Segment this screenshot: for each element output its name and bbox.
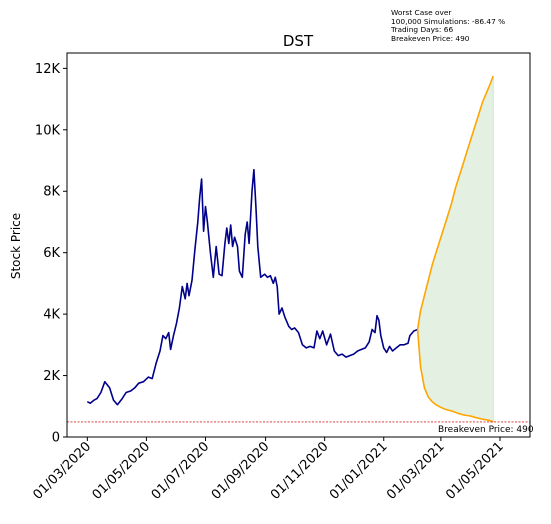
breakeven-label: Breakeven Price: 490 <box>438 425 534 435</box>
simulation-annotation: Worst Case over 100,000 Simulations: -86… <box>391 8 506 43</box>
x-tick-label: 01/05/2020 <box>90 439 154 503</box>
y-tick-label: 12K <box>35 62 61 77</box>
y-tick-label: 6K <box>43 246 60 261</box>
annotation-line-3: Trading Days: 66 <box>391 25 454 35</box>
worst-case-line <box>416 329 494 423</box>
y-axis-label: Stock Price <box>9 213 23 279</box>
projection-fill-layer <box>417 75 494 423</box>
chart-title: DST <box>283 32 314 50</box>
y-tick-label: 0 <box>52 431 60 446</box>
historical-line <box>86 168 418 406</box>
y-tick-label: 2K <box>43 369 60 384</box>
series-line-layer <box>86 75 494 423</box>
annotation-line-2: 100,000 Simulations: -86.47 % <box>391 16 506 26</box>
annotation-line-4: Breakeven Price: 490 <box>391 33 470 43</box>
projection-range-fill <box>417 75 494 423</box>
best-case-line <box>416 75 494 330</box>
y-tick-label: 8K <box>43 185 60 200</box>
x-tick-label: 01/01/2021 <box>327 439 391 503</box>
y-axis: 0 2K 4K 6K 8K 10K 12K <box>35 62 67 446</box>
plot-frame <box>66 52 531 438</box>
annotation-line-1: Worst Case over <box>391 8 452 17</box>
x-tick-label: 01/07/2020 <box>149 439 213 503</box>
x-tick-label: 01/03/2021 <box>384 439 448 503</box>
x-tick-label: 01/09/2020 <box>209 439 273 503</box>
y-tick-label: 4K <box>43 308 60 323</box>
x-tick-label: 01/11/2020 <box>268 439 332 503</box>
x-tick-label: 01/03/2020 <box>31 439 95 503</box>
x-tick-label: 01/05/2021 <box>443 439 507 503</box>
x-axis: 01/03/202001/05/202001/07/202001/09/2020… <box>31 437 507 503</box>
y-tick-label: 10K <box>35 123 61 138</box>
